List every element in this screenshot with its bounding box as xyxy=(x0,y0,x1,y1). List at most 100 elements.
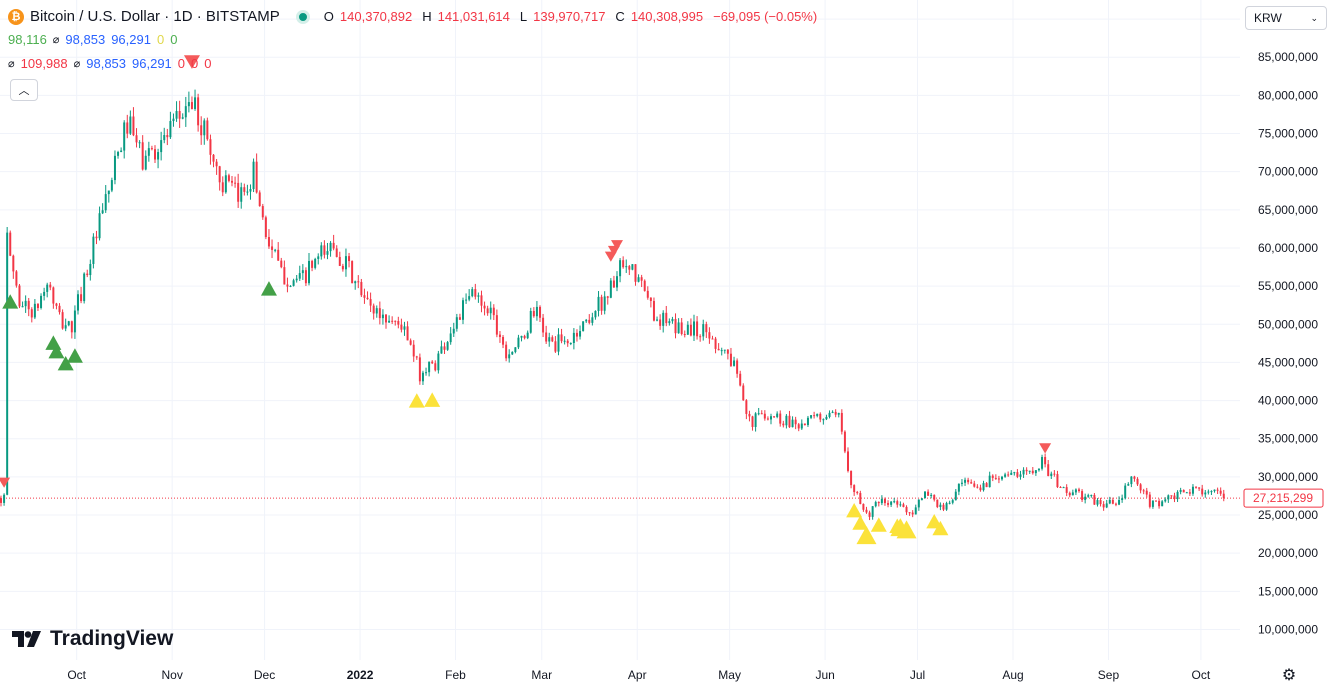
candle-body xyxy=(357,281,360,283)
candle-body xyxy=(930,494,933,496)
time-tick-label: Oct xyxy=(67,668,86,682)
candle-body xyxy=(612,280,615,288)
candle-body xyxy=(717,348,720,351)
indicator-legend-2[interactable]: ⌀ 109,988 ⌀ 98,853 96,291 0 0 0 xyxy=(8,56,211,71)
candle-body xyxy=(77,294,79,311)
time-tick-label: Apr xyxy=(628,668,647,682)
candle-body xyxy=(160,140,163,153)
candle-body xyxy=(425,372,428,374)
candle-body xyxy=(258,192,261,207)
candle-body xyxy=(123,122,126,151)
candle-body xyxy=(843,431,846,452)
indicator-2-value: 0 xyxy=(191,56,199,71)
candle-body xyxy=(443,346,446,350)
grid xyxy=(0,0,1240,660)
candle-body xyxy=(649,297,652,301)
candle-body xyxy=(1111,499,1114,504)
candle-body xyxy=(831,411,834,413)
candle-body xyxy=(834,411,837,415)
candle-body xyxy=(705,324,708,333)
candle-body xyxy=(597,296,600,311)
candle-body xyxy=(375,308,378,314)
candle-body xyxy=(862,503,865,510)
candle-body xyxy=(1198,487,1201,489)
candle-body xyxy=(859,493,862,504)
candle-body xyxy=(286,284,289,287)
candle-body xyxy=(372,305,375,314)
candle-body xyxy=(1081,491,1084,500)
candle-body xyxy=(960,482,963,484)
candle-body xyxy=(231,180,233,183)
candle-body xyxy=(1041,456,1044,469)
candle-body xyxy=(588,319,591,323)
indicator-1-value: 0 xyxy=(170,32,178,47)
candle-body xyxy=(1191,486,1194,494)
candle-body xyxy=(332,242,335,249)
high-label: H xyxy=(422,9,432,24)
indicator-legend-1[interactable]: 98,116 ⌀ 98,853 96,291 0 0 xyxy=(8,32,177,47)
candle-body xyxy=(964,479,967,483)
time-tick-label: Feb xyxy=(445,668,466,682)
candle-body xyxy=(190,102,193,109)
symbol-title[interactable]: Bitcoin / U.S. Dollar · 1D · BITSTAMP xyxy=(30,8,280,25)
candle-body xyxy=(933,494,936,500)
candle-body xyxy=(221,182,224,193)
candle-body xyxy=(745,400,748,414)
candle-body xyxy=(1013,472,1016,474)
candle-body xyxy=(526,332,529,339)
price-tick-label: 15,000,000 xyxy=(1258,584,1318,598)
candle-body xyxy=(628,266,631,270)
candle-body xyxy=(1133,476,1136,479)
time-tick-label: Sep xyxy=(1098,668,1120,682)
candle-body xyxy=(585,319,588,322)
candle-body xyxy=(606,296,609,298)
currency-select[interactable]: KRW ⌄ xyxy=(1245,6,1327,30)
candle-body xyxy=(711,338,714,340)
candle-body xyxy=(428,361,431,373)
buy-signal-marker xyxy=(57,356,74,371)
symbol-legend[interactable]: ₿ Bitcoin / U.S. Dollar · 1D · BITSTAMP … xyxy=(8,8,821,25)
candle-body xyxy=(920,498,923,500)
collapse-legend-button[interactable]: ︿ xyxy=(10,79,38,101)
candle-body xyxy=(498,334,501,337)
candle-body xyxy=(338,256,341,266)
dip-signal-marker xyxy=(852,515,869,530)
candle-body xyxy=(237,182,240,202)
candle-body xyxy=(554,341,557,352)
time-axis[interactable]: Oct Nov Dec 2022 Feb Mar Apr May Jun Jul Aug Sep Oct xyxy=(67,668,1211,682)
candle-body xyxy=(212,154,215,162)
candle-body xyxy=(535,306,538,317)
candle-body xyxy=(591,317,594,323)
candle-body xyxy=(1185,492,1188,494)
candle-body xyxy=(483,305,486,309)
price-tick-label: 60,000,000 xyxy=(1258,241,1318,255)
buy-signal-marker xyxy=(45,335,62,350)
candle-body xyxy=(813,415,816,417)
candle-body xyxy=(643,280,646,291)
candle-body xyxy=(249,189,252,192)
candle-body xyxy=(1124,485,1127,499)
price-axis[interactable]: 10,000,000 15,000,000 20,000,000 25,000,000… xyxy=(1243,12,1324,636)
price-tick-label: 25,000,000 xyxy=(1258,508,1318,522)
candle-body xyxy=(609,280,612,298)
candle-body xyxy=(52,287,55,304)
candle-body xyxy=(40,295,43,308)
indicator-1-value: 0 xyxy=(156,32,165,47)
change-value: −69,095 (−0.05%) xyxy=(713,9,818,24)
sell-signal-marker xyxy=(183,55,200,69)
candle-body xyxy=(982,483,985,491)
candle-body xyxy=(264,217,267,238)
candle-body xyxy=(1007,474,1010,476)
tradingview-logo[interactable]: TradingView xyxy=(12,627,173,651)
chart-settings-button[interactable]: ⚙ xyxy=(1279,665,1299,685)
candle-body xyxy=(976,486,979,488)
candle-body xyxy=(49,284,52,288)
price-tick-label: 35,000,000 xyxy=(1258,432,1318,446)
candle-body xyxy=(1114,503,1117,505)
candle-body xyxy=(67,321,70,326)
candle-body xyxy=(166,135,169,138)
candle-body xyxy=(825,416,828,420)
candle-body xyxy=(579,331,582,337)
candle-body xyxy=(138,142,141,144)
